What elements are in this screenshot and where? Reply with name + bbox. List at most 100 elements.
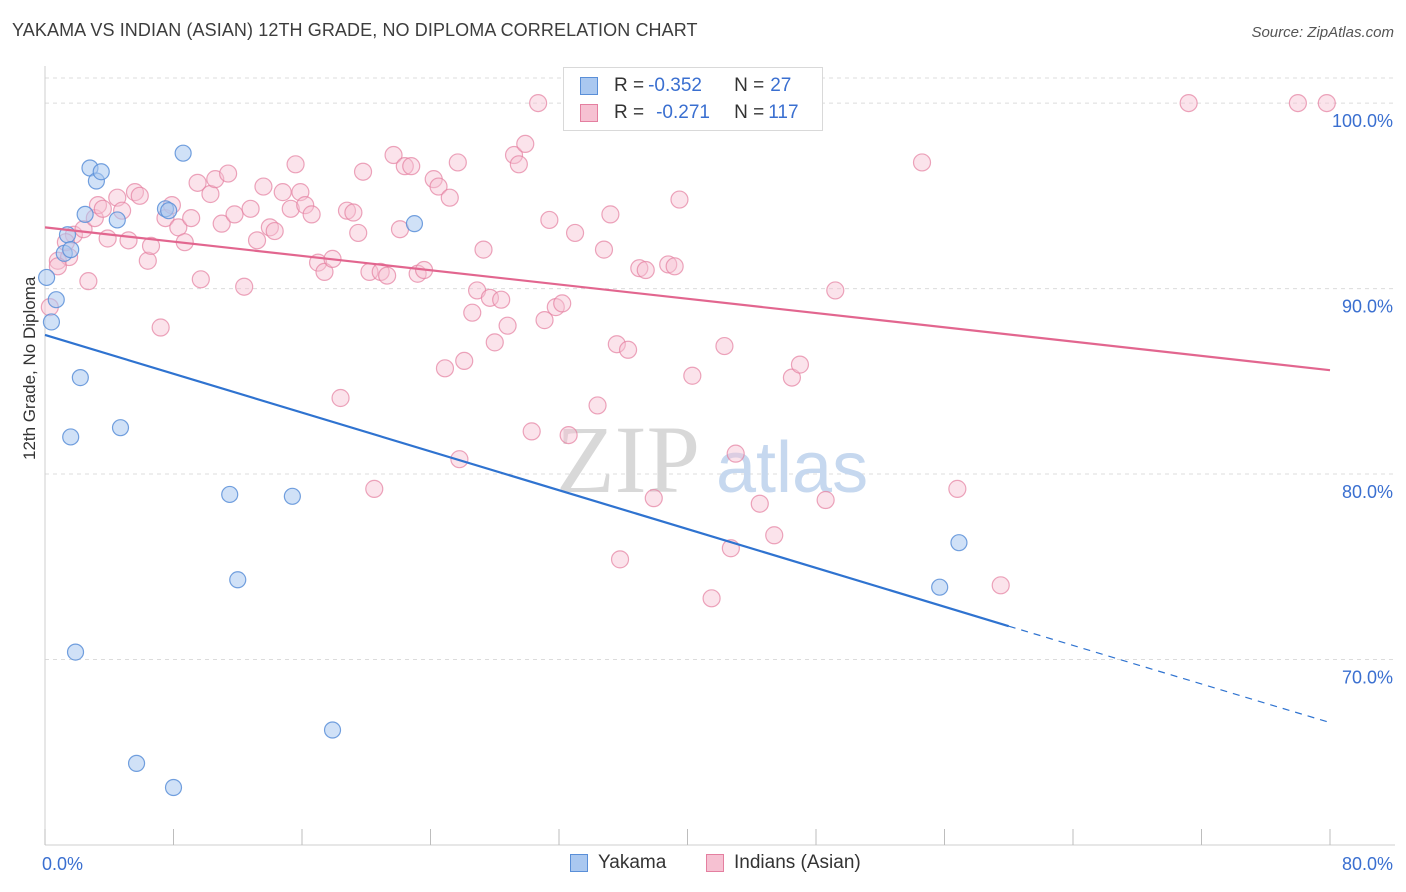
yakama-point: [66, 643, 85, 661]
indians-point: [384, 145, 403, 165]
indians-swatch: [580, 104, 598, 122]
indians-point: [991, 576, 1010, 595]
indians-point: [509, 155, 528, 174]
indians-point: [782, 368, 802, 387]
y-tick-label: 90.0%: [1342, 297, 1393, 317]
indians-point: [463, 303, 482, 322]
x-tick-label: 0.0%: [42, 854, 83, 874]
indians-point: [565, 223, 585, 243]
indians-point: [93, 199, 112, 218]
indians-point: [138, 251, 157, 270]
yakama-swatch: [580, 77, 598, 95]
indians-point: [607, 335, 626, 354]
indians-point: [455, 351, 474, 371]
indians-point: [151, 318, 170, 337]
indians-point: [474, 240, 493, 259]
indians-point: [212, 214, 231, 233]
indians-r-label: R =: [614, 102, 645, 123]
indians-point: [522, 422, 541, 441]
indians-point: [315, 262, 334, 281]
axes: [44, 66, 1395, 846]
yakama-point: [62, 241, 80, 259]
series-indians-points: [40, 93, 1336, 608]
yakama-n-value: 27: [770, 75, 792, 96]
legend-row-indians: R = -0.271 N = 117: [580, 101, 799, 125]
indians-point: [241, 199, 260, 218]
indians-point: [618, 340, 638, 359]
yakama-point: [38, 268, 56, 287]
indians-point: [344, 203, 363, 222]
yakama-point: [221, 485, 239, 504]
yakama-r-label: R =: [614, 75, 645, 96]
indians-point: [683, 366, 702, 385]
indians-trend-line: [44, 226, 1331, 372]
yakama-point: [108, 211, 126, 229]
yakama-point: [71, 369, 89, 387]
legend-row-yakama: R = -0.352 N = 27: [580, 74, 791, 98]
indians-point: [235, 277, 254, 296]
indians-point: [480, 288, 500, 307]
indians-point: [365, 479, 384, 498]
indians-point: [440, 188, 459, 207]
indians-point: [529, 93, 548, 113]
indians-point: [492, 290, 511, 309]
indians-point: [378, 266, 397, 285]
indians-point: [353, 162, 373, 181]
y-tick-label: 80.0%: [1342, 482, 1393, 502]
yakama-trend-extension: [1008, 625, 1331, 724]
yakama-point: [950, 534, 968, 552]
yakama-point: [62, 428, 80, 446]
indians-point: [265, 221, 284, 241]
chart-title: YAKAMA VS INDIAN (ASIAN) 12TH GRADE, NO …: [12, 20, 698, 40]
indians-point: [331, 388, 350, 408]
indians-point: [670, 190, 689, 209]
yakama-point: [174, 144, 192, 162]
bottom-legend-yakama: Yakama: [570, 852, 666, 874]
indians-point: [254, 177, 273, 196]
yakama-point: [931, 578, 949, 596]
indians-n-value: 117: [768, 102, 799, 123]
indians-point: [504, 145, 524, 165]
indians-point: [765, 526, 784, 545]
indians-point: [188, 173, 207, 192]
series-yakama-points: [38, 144, 968, 797]
indians-point: [1317, 93, 1336, 113]
y-tick-label: 100.0%: [1332, 111, 1393, 131]
indians-point: [1179, 93, 1198, 113]
yakama-point: [76, 205, 94, 223]
yakama-n-label: N =: [734, 75, 765, 96]
x-tick-label: 80.0%: [1342, 854, 1393, 874]
indians-point: [349, 223, 368, 243]
correlation-legend: R = -0.352 N = 27 R = -0.271 N = 117: [563, 67, 823, 131]
indians-point: [273, 183, 292, 202]
source-label: Source: ZipAtlas.com: [1251, 24, 1394, 41]
indians-point: [296, 196, 315, 215]
indians-point: [281, 199, 300, 218]
bottom-legend-indians: Indians (Asian): [706, 852, 861, 874]
grid-lines: [45, 77, 1395, 661]
indians-n-label: N =: [734, 102, 765, 123]
indians-point: [750, 494, 769, 513]
indians-point: [516, 134, 535, 153]
yakama-point: [229, 571, 247, 589]
y-tick-label: 70.0%: [1342, 668, 1393, 688]
yakama-point: [92, 163, 110, 181]
trend-lines: [44, 226, 1331, 724]
indians-point: [702, 589, 721, 608]
yakama-point: [405, 215, 424, 233]
indians-point: [247, 231, 267, 250]
yakama-point: [42, 313, 61, 331]
indians-r-value: -0.271: [656, 102, 710, 123]
indians-point: [485, 333, 504, 352]
yakama-point: [323, 721, 342, 739]
indians-point: [119, 231, 138, 250]
indians-point: [79, 272, 98, 291]
bottom-yakama-swatch: [570, 854, 588, 872]
indians-point: [448, 153, 467, 172]
indians-point: [588, 396, 607, 415]
indians-point: [594, 240, 614, 259]
indians-point: [395, 157, 414, 176]
indians-point: [402, 157, 421, 176]
yakama-trend-line: [44, 333, 1010, 628]
